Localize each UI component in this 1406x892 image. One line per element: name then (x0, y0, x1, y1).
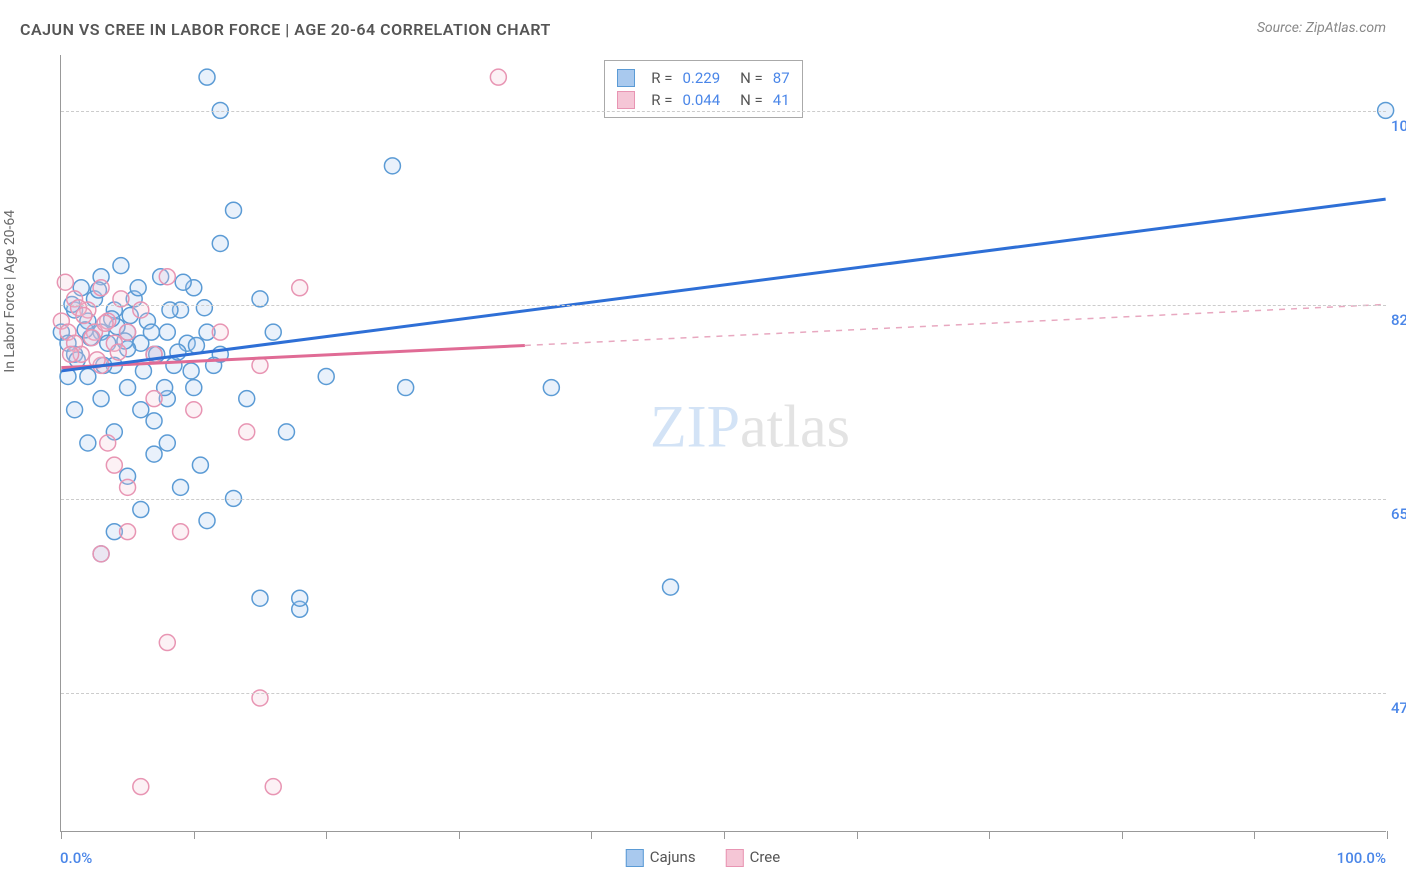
source-attribution: Source: ZipAtlas.com (1257, 20, 1386, 36)
gridline (61, 499, 1386, 500)
scatter-point (97, 315, 113, 331)
scatter-point (76, 308, 92, 324)
scatter-point (159, 269, 175, 285)
scatter-point (159, 635, 175, 651)
scatter-point (173, 524, 189, 540)
x-tick (591, 831, 592, 839)
scatter-point (265, 324, 281, 340)
scatter-point (146, 446, 162, 462)
scatter-point (663, 579, 679, 595)
x-tick (1387, 831, 1388, 839)
legend-label: Cajuns (650, 848, 696, 866)
scatter-point (146, 413, 162, 429)
legend-item: Cree (726, 848, 781, 867)
y-tick-label: 47.5% (1391, 699, 1406, 717)
scatter-point (196, 300, 212, 316)
scatter-point (186, 402, 202, 418)
x-tick (724, 831, 725, 839)
x-tick (1254, 831, 1255, 839)
scatter-point (133, 502, 149, 518)
scatter-point (292, 590, 308, 606)
trend-line (525, 304, 1386, 345)
scatter-point (252, 590, 268, 606)
scatter-point (93, 391, 109, 407)
x-tick (459, 831, 460, 839)
scatter-point (110, 344, 126, 360)
gridline (61, 693, 1386, 694)
trend-line (61, 199, 1385, 371)
scatter-point (113, 258, 129, 274)
scatter-point (146, 391, 162, 407)
scatter-point (120, 479, 136, 495)
legend-item: Cajuns (626, 848, 696, 867)
scatter-point (175, 274, 191, 290)
scatter-point (143, 324, 159, 340)
scatter-point (199, 513, 215, 529)
scatter-point (120, 380, 136, 396)
x-tick (989, 831, 990, 839)
scatter-point (93, 546, 109, 562)
scatter-point (80, 435, 96, 451)
x-tick (326, 831, 327, 839)
x-tick (857, 831, 858, 839)
scatter-point (543, 380, 559, 396)
scatter-point (183, 363, 199, 379)
x-axis-min-label: 0.0% (60, 849, 92, 867)
scatter-point (188, 337, 204, 353)
scatter-point (186, 380, 202, 396)
scatter-point (292, 280, 308, 296)
scatter-point (93, 280, 109, 296)
scatter-point (133, 402, 149, 418)
legend-swatch (626, 849, 644, 867)
scatter-point (100, 435, 116, 451)
x-tick (61, 831, 62, 839)
scatter-point (239, 391, 255, 407)
scatter-point (159, 324, 175, 340)
gridline (61, 111, 1386, 112)
scatter-point (57, 274, 73, 290)
plot-area: ZIPatlas R = 0.229 N = 87 R = 0.044 N = … (60, 55, 1386, 832)
x-tick (194, 831, 195, 839)
plot-svg (61, 55, 1386, 831)
chart-title: CAJUN VS CREE IN LABOR FORCE | AGE 20-64… (20, 20, 551, 39)
y-tick-label: 100.0% (1391, 117, 1406, 135)
scatter-point (67, 402, 83, 418)
scatter-point (490, 69, 506, 85)
scatter-point (318, 368, 334, 384)
x-axis-max-label: 100.0% (1337, 849, 1386, 867)
scatter-point (133, 779, 149, 795)
y-tick-label: 82.5% (1391, 311, 1406, 329)
scatter-point (278, 424, 294, 440)
scatter-point (212, 324, 228, 340)
y-tick-label: 65.0% (1391, 505, 1406, 523)
scatter-point (239, 424, 255, 440)
scatter-point (173, 479, 189, 495)
scatter-point (384, 158, 400, 174)
x-tick (1122, 831, 1123, 839)
scatter-point (80, 368, 96, 384)
scatter-point (63, 346, 79, 362)
y-axis-label: In Labor Force | Age 20-64 (2, 210, 18, 373)
legend-swatch (726, 849, 744, 867)
scatter-point (106, 457, 122, 473)
bottom-legend: Cajuns Cree (626, 848, 780, 867)
scatter-point (265, 779, 281, 795)
scatter-point (192, 457, 208, 473)
scatter-point (159, 435, 175, 451)
scatter-point (226, 202, 242, 218)
scatter-point (130, 280, 146, 296)
scatter-point (120, 524, 136, 540)
scatter-point (398, 380, 414, 396)
scatter-point (84, 330, 100, 346)
scatter-point (199, 69, 215, 85)
legend-label: Cree (750, 848, 781, 866)
scatter-point (120, 324, 136, 340)
scatter-point (212, 235, 228, 251)
gridline (61, 305, 1386, 306)
